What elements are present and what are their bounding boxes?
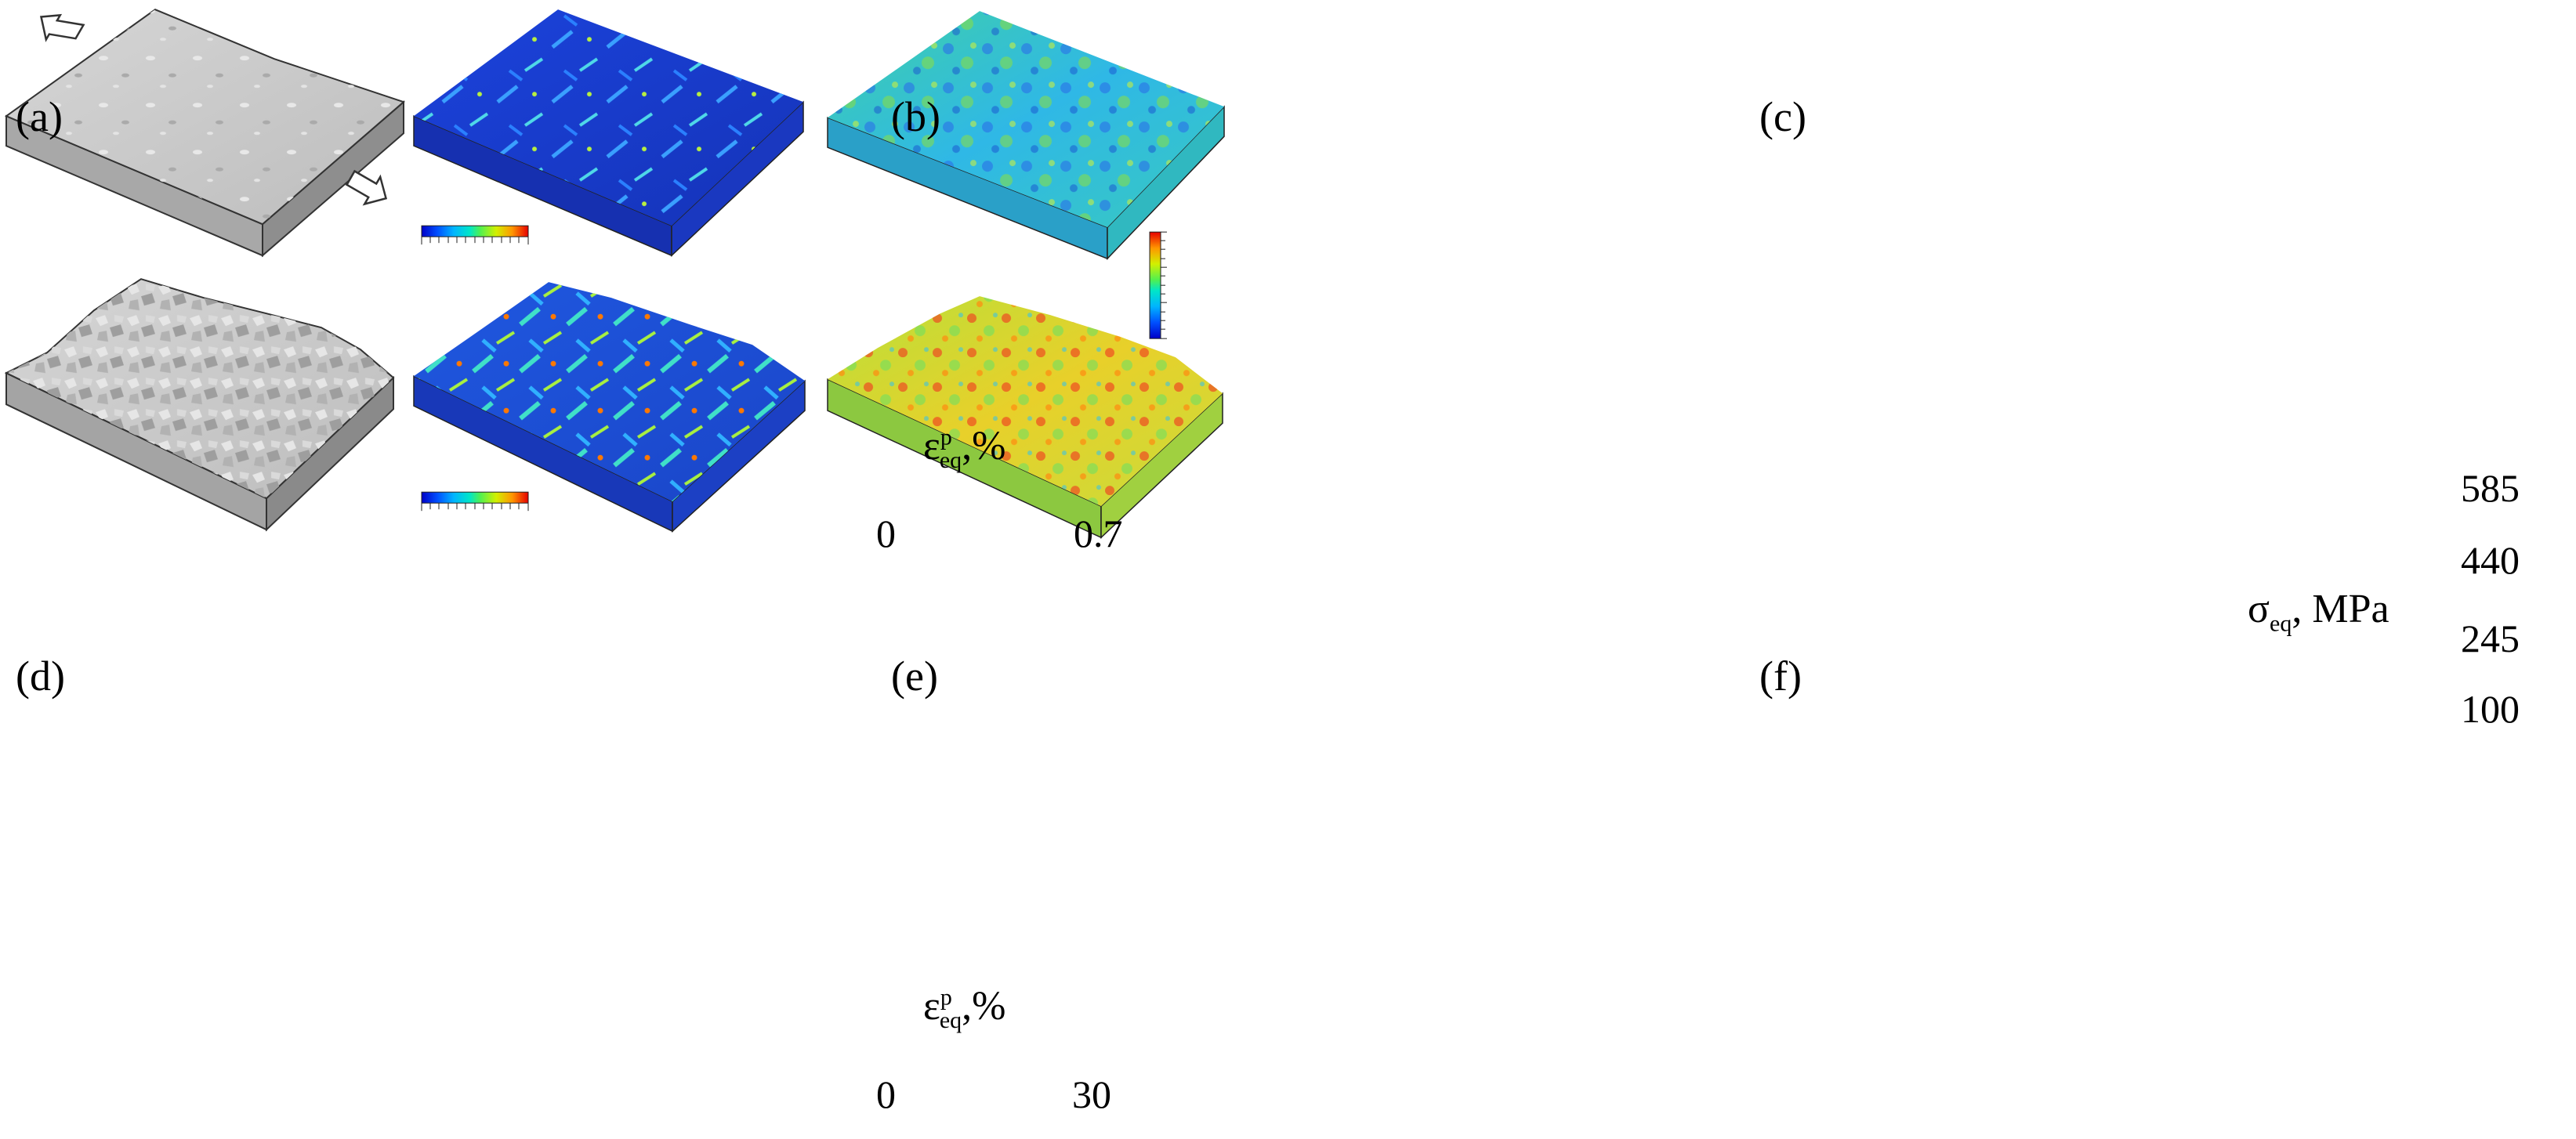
- panel-c-plate: [827, 11, 1225, 261]
- panel-label-b: (b): [891, 93, 940, 140]
- panel-f-plate: [827, 296, 1223, 539]
- stress-tick-440: 440: [2461, 538, 2520, 582]
- strain-colorbar-top-min: 0: [876, 512, 896, 555]
- panel-label-a: (a): [16, 93, 63, 140]
- strain-colorbar-bottom-min: 0: [876, 1072, 896, 1116]
- stress-colorbar-ticks: [1161, 231, 1168, 339]
- stress-subscript: eq: [2270, 610, 2292, 637]
- panel-f-side-right: [1100, 392, 1223, 539]
- stress-symbol: σ: [2248, 587, 2270, 631]
- strain-colorbar-top-max: 0.7: [1074, 512, 1123, 555]
- panel-label-c: (c): [1759, 93, 1806, 140]
- strain-colorbar-bottom-title: εpeq,%: [923, 983, 1006, 1034]
- strain-unit: ,%: [962, 424, 1006, 468]
- panel-label-e: (e): [891, 653, 938, 700]
- stress-colorbar: [1149, 231, 1168, 339]
- panel-c-side-right: [1107, 105, 1225, 261]
- panel-a-plate: [4, 9, 405, 258]
- strain-superscript-bottom: p: [940, 984, 952, 1011]
- stress-tick-585: 585: [2461, 466, 2520, 510]
- arrow-up-left-icon: [39, 13, 85, 42]
- stress-colorbar-title: σeq, MPa: [2248, 586, 2389, 637]
- stress-tick-100: 100: [2461, 687, 2520, 731]
- strain-symbol: ε: [923, 424, 940, 468]
- strain-colorbar-top-ticks: [421, 237, 529, 245]
- stress-unit: , MPa: [2292, 587, 2389, 631]
- panel-label-d: (d): [16, 653, 65, 700]
- strain-subscript-bottom: eq: [939, 1007, 962, 1034]
- panel-b-plate: [413, 9, 804, 257]
- arrow-down-right-icon: [345, 169, 388, 206]
- strain-superscript: p: [940, 424, 952, 450]
- panel-e-plate: [413, 282, 806, 533]
- strain-colorbar-bottom: [421, 491, 529, 512]
- strain-colorbar-top-title: εpeq,%: [923, 423, 1006, 474]
- strain-colorbar-bottom-max: 30: [1072, 1072, 1111, 1116]
- strain-subscript: eq: [939, 447, 962, 474]
- stress-tick-245: 245: [2461, 617, 2520, 660]
- panel-d-plate: [4, 278, 395, 532]
- panel-label-f: (f): [1759, 653, 1802, 700]
- strain-colorbar-top: [421, 225, 529, 245]
- strain-unit-bottom: ,%: [962, 984, 1006, 1029]
- panel-b-side-right: [671, 100, 804, 257]
- strain-symbol-bottom: ε: [923, 984, 940, 1029]
- strain-colorbar-bottom-ticks: [421, 503, 529, 512]
